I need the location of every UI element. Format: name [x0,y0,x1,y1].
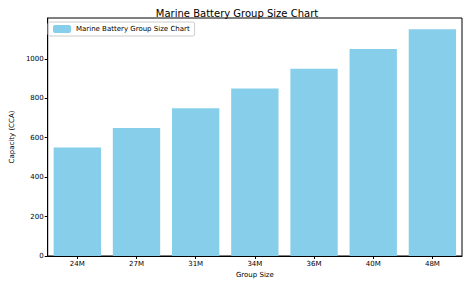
svg-text:27M: 27M [129,260,144,268]
svg-text:0: 0 [39,252,43,260]
svg-text:Marine Battery Group Size Char: Marine Battery Group Size Chart [156,8,318,19]
svg-text:1000: 1000 [26,55,44,63]
svg-text:34M: 34M [247,260,262,268]
svg-text:24M: 24M [70,260,85,268]
svg-text:200: 200 [30,213,43,221]
svg-text:Group Size: Group Size [236,271,274,279]
svg-text:36M: 36M [307,260,322,268]
svg-text:40M: 40M [366,260,381,268]
svg-text:31M: 31M [188,260,203,268]
svg-text:600: 600 [30,134,43,142]
svg-text:Capacity (CCA): Capacity (CCA) [8,110,16,163]
svg-text:400: 400 [30,173,43,181]
svg-text:Marine Battery Group Size Char: Marine Battery Group Size Chart [76,25,190,33]
svg-text:800: 800 [30,94,43,102]
svg-text:48M: 48M [425,260,440,268]
